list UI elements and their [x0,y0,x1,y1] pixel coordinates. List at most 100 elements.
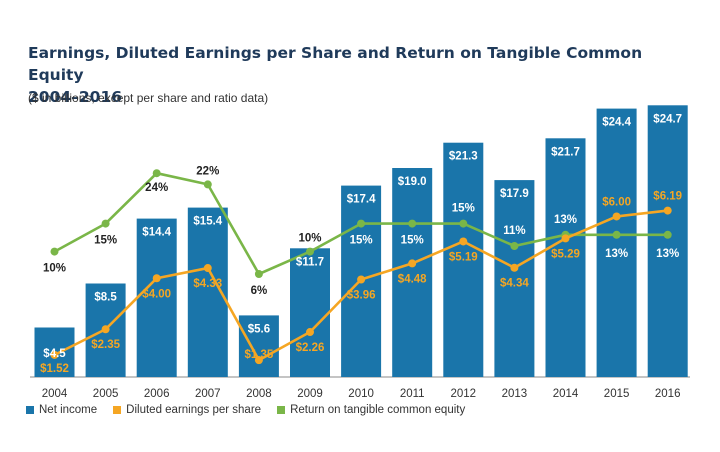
rotce-label-2009: 10% [298,233,321,245]
rotce-label-2008: 6% [251,285,268,297]
eps-point-2007 [203,264,212,273]
x-tick-label-2012: 2012 [451,388,477,400]
x-tick-label-2007: 2007 [195,388,221,400]
eps-label-2012: $5.19 [449,251,478,263]
rotce-point-2005 [101,219,110,228]
net-income-label-2007: $15.4 [193,216,222,228]
x-tick-label-2010: 2010 [348,388,374,400]
net-income-label-2014: $21.7 [551,146,580,158]
rotce-point-2004 [50,247,59,256]
x-tick-label-2016: 2016 [655,388,681,400]
x-tick-label-2014: 2014 [553,388,579,400]
legend-swatch-rotce [277,406,286,414]
net-income-label-2013: $17.9 [500,188,529,200]
bar-net-income-2016 [647,105,688,378]
rotce-point-2012 [459,219,468,228]
net-income-label-2016: $24.7 [653,113,682,125]
rotce-point-2009 [306,247,314,256]
rotce-point-2013 [510,242,519,250]
x-tick-label-2013: 2013 [502,388,528,400]
bar-net-income-2012 [443,142,484,377]
bar-net-income-2008 [238,315,279,377]
rotce-point-2011 [408,219,417,228]
legend-label-rotce: Return on tangible common equity [290,404,466,416]
rotce-point-2007 [203,180,212,189]
net-income-label-2015: $24.4 [602,117,631,129]
x-tick-label-2009: 2009 [297,388,323,400]
x-tick-label-2011: 2011 [400,388,425,400]
x-tick-label-2008: 2008 [246,388,272,400]
line-group [50,169,672,365]
rotce-label-2016: 13% [656,248,679,260]
chart-title-line-1: Earnings, Diluted Earnings per Share and… [28,44,643,84]
net-income-label-2006: $14.4 [142,227,171,239]
rotce-label-2011: 15% [401,235,424,247]
legend: Net income Diluted earnings per share Re… [26,404,465,416]
eps-point-2015 [612,212,621,221]
rotce-label-2015: 13% [605,248,628,260]
legend-item-rotce: Return on tangible common equity [277,404,465,416]
eps-point-2004 [50,350,59,359]
bar-net-income-2011 [392,168,433,377]
rotce-label-2007: 22% [196,165,219,177]
eps-label-2016: $6.19 [653,191,682,203]
eps-label-2005: $2.35 [91,339,120,351]
eps-label-2013: $4.34 [500,278,529,290]
net-income-label-2009: $11.7 [296,256,324,268]
eps-point-2009 [306,328,314,337]
eps-point-2016 [663,206,672,215]
eps-label-2004: $1.52 [40,363,69,375]
eps-point-2006 [152,274,161,283]
eps-point-2013 [510,263,519,272]
eps-point-2010 [357,275,366,284]
rotce-label-2006: 24% [145,182,168,194]
chart-title-line-2: 2004–2016 [28,88,123,106]
x-tick-label-2005: 2005 [93,388,119,400]
rotce-point-2015 [612,230,621,239]
rotce-label-2013: 11% [503,225,525,237]
eps-label-2011: $4.48 [398,273,427,285]
rotce-point-2010 [357,219,366,228]
data-label-group: $4.5 $8.5 $14.4 $15.4 $5.6 $11.7 $17.4 $19.0 $21… [40,113,682,375]
legend-item-eps: Diluted earnings per share [113,404,261,416]
rotce-label-2004: 10% [43,263,66,275]
eps-point-2011 [408,259,417,268]
rotce-label-2014: 13% [554,214,577,226]
bar-net-income-2014 [545,138,586,377]
eps-label-2014: $5.29 [551,248,580,260]
x-tick-label-group: 2004 2005 2006 2007 2008 2009 2010 2011 2012 2013… [42,388,681,400]
x-tick-label-2015: 2015 [604,388,630,400]
chart-canvas: $4.5 $8.5 $14.4 $15.4 $5.6 $11.7 $17.4 $19.0 $21… [30,105,690,400]
eps-point-2008 [254,356,263,365]
net-income-label-2010: $17.4 [347,194,376,206]
bar-net-income-2015 [596,108,637,377]
x-tick-label-2004: 2004 [42,388,68,400]
eps-point-2005 [101,325,110,334]
eps-point-2012 [459,237,468,246]
rotce-label-2010: 15% [350,235,373,247]
eps-point-2014 [561,234,570,243]
net-income-label-2005: $8.5 [94,292,117,304]
legend-swatch-net-income [26,406,34,414]
bar-net-income-2006 [136,218,177,377]
legend-swatch-eps [113,406,122,414]
rotce-point-2008 [254,270,263,278]
eps-label-2009: $2.26 [296,342,325,354]
legend-item-net-income: Net income [26,404,97,416]
eps-label-2010: $3.96 [347,289,376,301]
bar-net-income-2013 [494,180,535,377]
net-income-label-2004: $4.5 [43,348,66,360]
x-tick-label-2006: 2006 [144,388,170,400]
net-income-label-2008: $5.6 [248,323,270,335]
rotce-point-2016 [663,230,672,239]
net-income-label-2011: $19.0 [398,176,427,188]
legend-label-eps: Diluted earnings per share [126,404,262,416]
chart-title: Earnings, Diluted Earnings per Share and… [28,42,688,108]
net-income-label-2012: $21.3 [449,151,478,163]
rotce-point-2006 [152,169,161,178]
eps-label-2007: $4.33 [193,278,222,290]
bar-group [34,105,688,378]
eps-label-2008: $1.35 [245,349,274,361]
legend-label-net-income: Net income [39,404,98,416]
eps-label-2015: $6.00 [602,196,631,208]
